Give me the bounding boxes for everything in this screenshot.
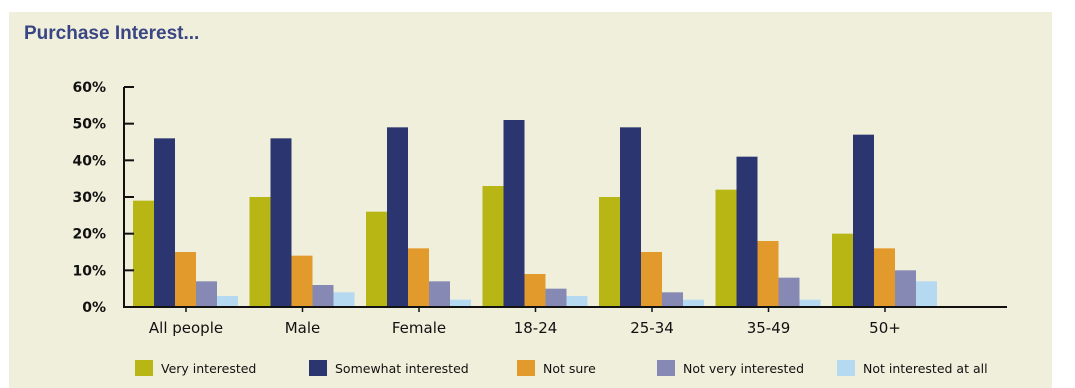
category-label-1: Male (285, 319, 321, 337)
bar-4-3 (662, 292, 683, 307)
bar-3-1 (503, 120, 525, 307)
bar-6-1 (853, 134, 874, 307)
chart-panel (9, 12, 1052, 388)
bar-5-4 (799, 299, 821, 307)
legend-label-0: Very interested (161, 361, 256, 376)
category-label-5: 35-49 (747, 319, 791, 337)
y-tick-label-4: 20% (72, 227, 106, 243)
bar-2-1 (387, 127, 408, 307)
bar-0-1 (154, 138, 175, 307)
y-tick-label-5: 10% (72, 263, 106, 279)
bar-5-1 (736, 156, 758, 307)
bar-4-2 (641, 252, 662, 307)
bar-2-4 (450, 299, 471, 307)
legend-swatch-2 (517, 360, 535, 376)
legend-label-2: Not sure (543, 361, 596, 376)
bar-2-3 (429, 281, 450, 307)
bar-5-3 (778, 277, 800, 307)
category-label-2: Female (392, 319, 446, 337)
bar-6-2 (874, 248, 895, 307)
bar-5-2 (757, 241, 779, 307)
category-label-0: All people (149, 319, 223, 337)
legend-label-4: Not interested at all (863, 361, 988, 376)
legend-swatch-0 (135, 360, 153, 376)
bar-3-2 (524, 274, 546, 307)
bar-6-4 (916, 281, 937, 307)
y-tick-label-6: 0% (82, 300, 106, 316)
y-tick-label-0: 60% (72, 80, 106, 96)
bar-1-1 (270, 138, 292, 307)
bar-3-0 (482, 186, 504, 307)
bar-1-3 (312, 285, 334, 307)
bar-4-4 (683, 299, 704, 307)
bar-4-1 (620, 127, 641, 307)
legend: Very interested Somewhat interested Not su… (135, 360, 988, 376)
bar-3-3 (545, 288, 567, 307)
bar-0-3 (196, 281, 217, 307)
bar-6-0 (832, 233, 853, 307)
bar-2-2 (408, 248, 429, 307)
bar-6-3 (895, 270, 916, 307)
legend-swatch-4 (837, 360, 855, 376)
bar-0-2 (175, 252, 196, 307)
category-label-4: 25-34 (630, 319, 674, 337)
legend-label-1: Somewhat interested (335, 361, 469, 376)
legend-swatch-1 (309, 360, 327, 376)
bar-4-0 (599, 197, 620, 307)
chart-title: Purchase Interest... (24, 23, 200, 44)
legend-label-3: Not very interested (683, 361, 804, 376)
bar-1-0 (249, 197, 271, 307)
bar-0-0 (133, 200, 154, 307)
bar-3-4 (566, 296, 588, 307)
bar-0-4 (217, 296, 238, 307)
y-tick-label-2: 40% (72, 153, 106, 169)
y-ticks-group: 60% 50% 40% 30% 20% 10% 0% (72, 80, 134, 316)
bar-1-2 (291, 255, 313, 307)
category-label-6: 50+ (869, 319, 901, 337)
bars-group (133, 120, 937, 307)
category-label-3: 18-24 (514, 319, 558, 337)
legend-swatch-3 (657, 360, 675, 376)
bar-5-0 (715, 189, 737, 307)
bar-2-0 (366, 211, 387, 307)
category-labels-group: All people Male Female 18-24 25-34 35-49 50+ (149, 307, 901, 337)
bar-1-4 (333, 292, 355, 307)
y-tick-label-3: 30% (72, 190, 106, 206)
y-tick-label-1: 50% (72, 117, 106, 133)
